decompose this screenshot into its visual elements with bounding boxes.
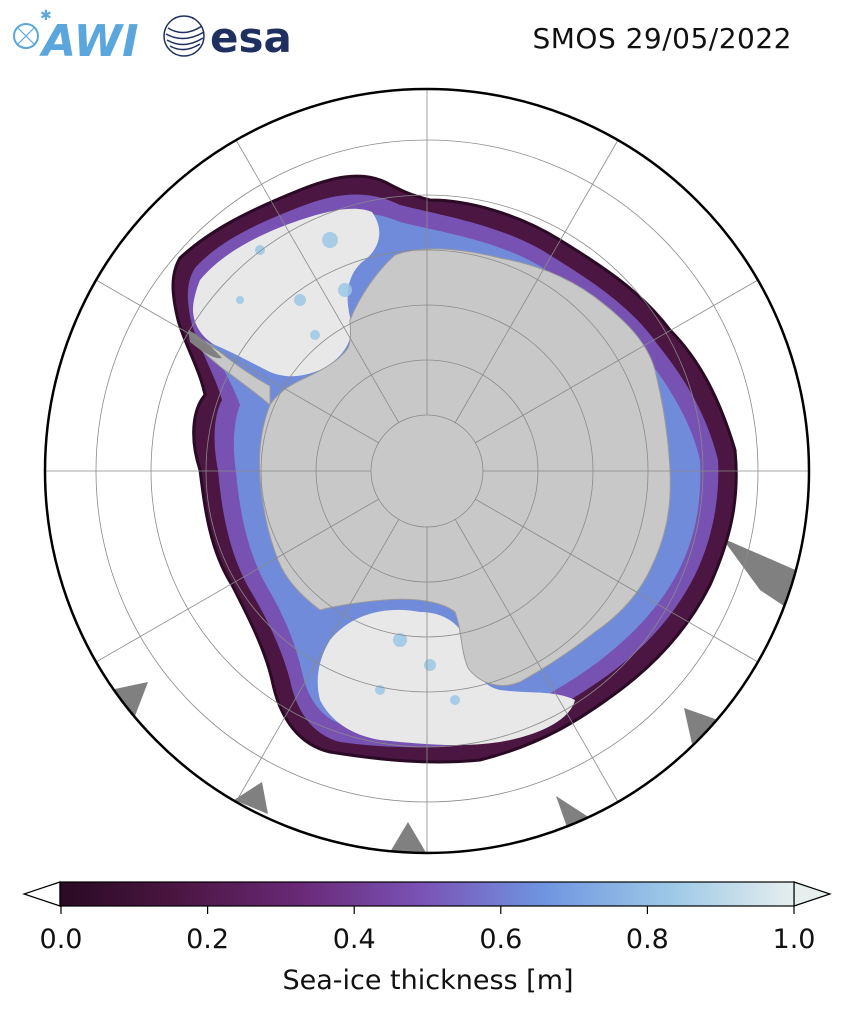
esa-logo: esa [163,13,292,62]
awi-logo: ✱ AWI [13,8,139,62]
antarctic-sea-ice-map [43,87,811,855]
colorbar-gradient [59,881,795,907]
colorbar-max-extension [793,881,832,907]
map-boundary [43,87,811,855]
colorbar-min-extension [22,881,61,907]
thick-ice-weddell-texture [236,232,352,340]
antarctica-land [259,248,671,686]
colorbar-tick-label: 0.6 [479,924,523,955]
colorbar-tick-label: 0.0 [39,924,83,955]
awi-text: AWI [39,16,139,62]
svg-text:✱: ✱ [40,8,52,24]
colorbar-tick-label: 0.4 [332,924,376,955]
colorbar-ticks [60,906,795,914]
graticule-meridians [45,89,809,853]
esa-text: esa [210,13,292,62]
colorbar-tick-label: 0.8 [625,924,669,955]
colorbar-tick-label: 0.2 [186,924,230,955]
peninsula-tip-shadow [188,330,222,359]
colorbar-tick-label: 1.0 [772,924,816,955]
colorbar-label: Sea-ice thickness [m] [282,965,574,996]
map-title: SMOS 29/05/2022 [532,22,792,55]
thick-ice-ross [317,609,575,746]
no-data-regions [110,538,800,853]
colorbar [22,881,832,914]
